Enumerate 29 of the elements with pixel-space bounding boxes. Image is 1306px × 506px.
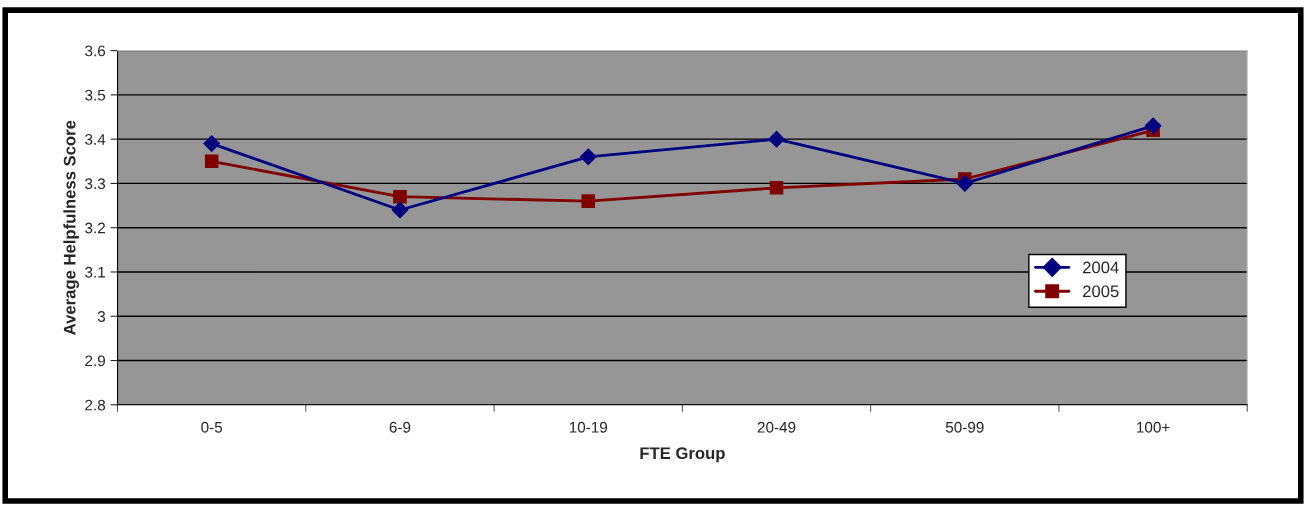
- x-tick-label: 10-19: [569, 421, 608, 433]
- y-tick-label: 3: [97, 311, 106, 322]
- y-axis-title: Average Helpfulness Score: [63, 120, 79, 335]
- y-tick-label: 2.9: [85, 355, 106, 367]
- point: [579, 148, 597, 166]
- x-tick-label: 20-49: [757, 421, 796, 433]
- y-tick-label: 3.5: [85, 89, 106, 101]
- point: [956, 175, 974, 192]
- x-tick-label: 0-5: [201, 421, 223, 433]
- y-tick-label: 3.3: [85, 178, 106, 190]
- y-tick-label: 3.2: [85, 222, 105, 234]
- y-tick-label: 2.8: [85, 399, 106, 411]
- point: [1144, 117, 1162, 135]
- x-tick-label: 100+: [1137, 421, 1170, 433]
- x-axis-title: FTE Group: [640, 447, 725, 463]
- x-tick-label: 6-9: [389, 421, 411, 433]
- y-tick-label: 3.6: [85, 45, 106, 57]
- legend-label: 2005: [1083, 285, 1119, 298]
- point: [581, 194, 596, 208]
- x-tick-label: 50-99: [945, 421, 984, 433]
- point: [769, 181, 784, 195]
- point: [768, 130, 785, 148]
- point: [203, 135, 221, 152]
- y-tick-label: 3.4: [85, 134, 106, 145]
- point: [393, 189, 407, 204]
- point: [204, 154, 219, 169]
- legend-label: 2004: [1083, 261, 1119, 274]
- y-tick-label: 3.1: [85, 266, 105, 278]
- point: [391, 201, 409, 219]
